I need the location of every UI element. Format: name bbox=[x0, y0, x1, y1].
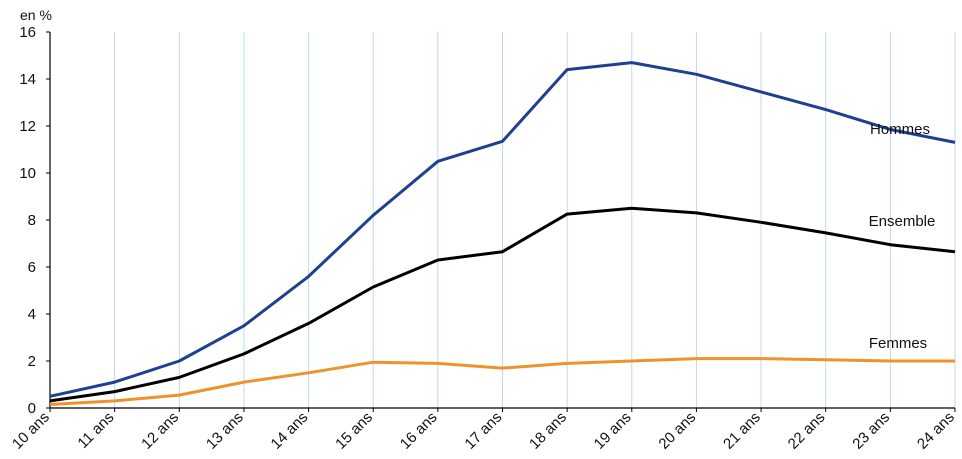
y-tick-label: 4 bbox=[28, 306, 36, 323]
y-tick-label: 14 bbox=[19, 71, 36, 88]
series-label-femmes: Femmes bbox=[869, 335, 927, 352]
series-line-ensemble bbox=[49, 206, 956, 403]
y-tick-label: 8 bbox=[28, 212, 36, 229]
y-tick-label: 16 bbox=[19, 24, 36, 41]
series-label-hommes: Hommes bbox=[870, 121, 930, 138]
y-tick-label: 12 bbox=[19, 118, 36, 135]
y-tick-label: 2 bbox=[28, 353, 36, 370]
y-tick-label: 6 bbox=[28, 259, 36, 276]
series-line-hommes bbox=[49, 61, 956, 398]
series-lines bbox=[49, 61, 956, 406]
series-labels: Hommes Ensemble Femmes bbox=[869, 121, 936, 352]
y-tick-labels: 0 2 4 6 8 10 12 14 16 bbox=[19, 24, 50, 417]
y-tick-label: 10 bbox=[19, 165, 36, 182]
series-label-ensemble: Ensemble bbox=[869, 213, 936, 230]
y-tick-label: 0 bbox=[28, 400, 36, 417]
series-line-femmes bbox=[49, 357, 955, 406]
grid-lines bbox=[114, 32, 956, 408]
y-axis-unit-label: en % bbox=[20, 7, 52, 23]
